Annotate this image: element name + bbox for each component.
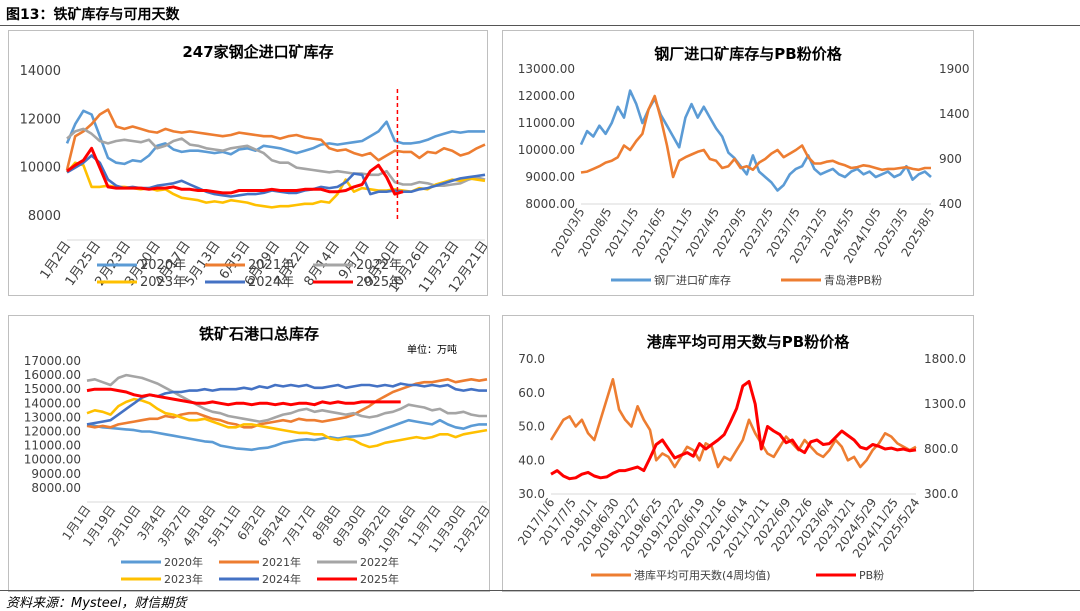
legend-label: 2020年 [140,258,186,273]
y-tick-label: 17000.00 [24,354,81,368]
y-tick-label: 10000 [20,161,61,176]
y2-tick-label: 400 [939,197,962,211]
y2-tick-label: 1900 [939,62,970,76]
legend-label: PB粉 [859,569,884,582]
y2-tick-label: 1800.0 [924,352,966,366]
chart-247-mills-svg: 247家钢企进口矿库存80001000012000140001月2日1月25日2… [20,43,487,295]
y-tick-label: 9000.00 [525,170,575,184]
y-tick-label: 8000 [28,209,61,224]
series-line [66,161,486,209]
series-line [86,397,488,449]
legend-label: 2024年 [248,275,294,290]
legend-label: 2023年 [164,572,203,586]
legend-label: 2022年 [360,555,399,569]
legend-label: 钢厂进口矿库存 [654,273,731,287]
y-tick-label: 16000.00 [24,368,81,382]
legend-label: 2021年 [262,555,301,569]
series-line [65,108,486,171]
y-tick-label: 30.0 [518,487,545,501]
chart-panel-mill-inventory-vs-pb: 钢厂进口矿库存与PB粉价格 8000.00 9000.00 10000.00 11000… [502,30,974,296]
series-line [86,377,488,429]
chart-title: 钢厂进口矿库存与PB粉价格 [654,45,842,63]
y-tick-label: 12000 [20,112,61,127]
y-tick-label: 14000.00 [24,396,81,410]
footnote-divider [0,590,1080,591]
legend-label: 港库平均可用天数(4周均值) [634,569,771,582]
series-line [580,94,931,179]
legend-label: 青岛港PB粉 [824,273,882,287]
title-divider [0,25,1080,26]
y-tick-label: 12000.00 [24,425,81,439]
legend-label: 2024年 [262,572,301,586]
y-tick-label: 14000 [20,64,61,79]
series-line [86,387,401,407]
chart-title: 港库平均可用天数与PB粉价格 [647,333,850,351]
y2-tick-label: 1300.0 [924,397,966,411]
series-line [66,146,404,196]
y-tick-label: 70.0 [518,352,545,366]
chart-title: 247家钢企进口矿库存 [182,43,333,61]
y-tick-label: 50.0 [518,420,545,434]
y-tick-label: 13000.00 [24,410,81,424]
series-line [579,89,932,192]
legend-label: 2025年 [356,275,402,290]
y-tick-label: 8000.00 [525,197,575,211]
series-line [550,380,917,481]
chart-panel-port-days-vs-pb: 港库平均可用天数与PB粉价格 30.0 40.0 50.0 60.0 70.0 300.0 8… [502,315,974,592]
series-line [86,418,487,452]
series-line [66,127,486,187]
chart-title: 铁矿石港口总库存 [199,325,319,343]
y-tick-label: 12000.00 [518,89,575,103]
y-tick-label: 60.0 [518,386,545,400]
legend-label: 2023年 [140,275,186,290]
legend-label: 2021年 [248,258,294,273]
chart-panel-port-total-inventory: 铁矿石港口总库存单位：万吨 8000.00 9000.00 10000.00 11000… [8,315,490,592]
legend-label: 2022年 [356,258,402,273]
y-tick-label: 13000.00 [518,62,575,76]
unit-label: 单位：万吨 [407,343,457,356]
y-tick-label: 11000.00 [24,439,81,453]
figure-title: 图13：铁矿库存与可用天数 [6,7,180,23]
legend-label: 2020年 [164,555,203,569]
y2-tick-label: 1400 [939,107,970,121]
chart-days-vs-pb-svg: 港库平均可用天数与PB粉价格 30.0 40.0 50.0 60.0 70.0 300.0 8… [515,333,966,582]
series-line [86,373,487,423]
y-tick-label: 40.0 [518,453,545,467]
series-line [549,377,917,469]
y-tick-label: 11000.00 [518,116,575,130]
y-tick-label: 10000.00 [24,453,81,467]
y-tick-label: 15000.00 [24,382,81,396]
chart-mill-vs-pb-svg: 钢厂进口矿库存与PB粉价格 8000.00 9000.00 10000.00 11000… [518,45,970,287]
y2-tick-label: 800.0 [924,442,958,456]
series-line [65,109,485,166]
y-tick-label: 8000.00 [31,481,81,495]
y2-tick-label: 300.0 [924,487,958,501]
chart-panel-steel-mill-inventory: 247家钢企进口矿库存 8000 10000 12000 14000 1月2日 1月25日 2… [8,30,488,296]
source-note: 资料来源：Mysteel，财信期货 [6,596,187,611]
y-tick-label: 10000.00 [518,143,575,157]
y-tick-label: 9000.00 [31,467,81,481]
y2-tick-label: 900 [939,152,962,166]
legend-label: 2025年 [360,572,399,586]
